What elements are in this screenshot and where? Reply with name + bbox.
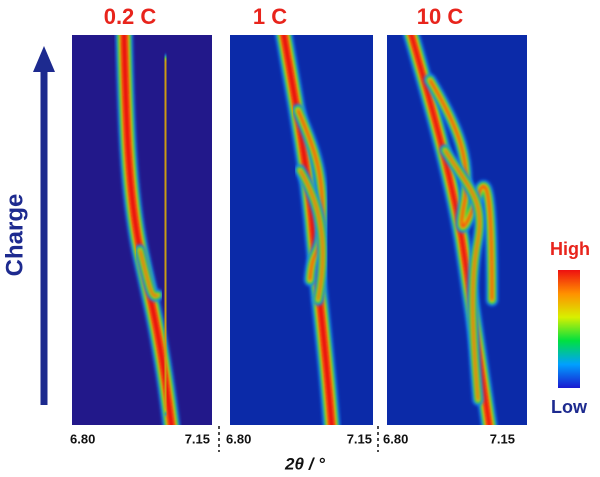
x-tick-label: 7.15 — [347, 431, 372, 446]
x-label: 2θ / ° — [284, 454, 325, 473]
stripe-layer — [429, 79, 493, 301]
intensity-stripe — [275, 35, 341, 425]
intensity-stripe — [294, 164, 329, 306]
x-tick-label: 7.15 — [490, 431, 515, 446]
panel-title: 0.2 C — [104, 4, 157, 29]
charge-arrowhead — [33, 46, 55, 72]
stripe-layer — [444, 149, 481, 401]
stripe-layer — [164, 59, 167, 411]
intensity-stripe — [159, 54, 172, 416]
x-tick-label: 6.80 — [383, 431, 408, 446]
colorbar-low: Low — [551, 397, 588, 417]
y-label: Charge — [1, 194, 28, 277]
intensity-stripe — [134, 244, 164, 302]
stripe-layer — [281, 35, 335, 425]
intensity-stripe — [439, 144, 486, 406]
x-tick-label: 6.80 — [226, 431, 251, 446]
panel-title: 10 C — [417, 4, 464, 29]
heatmaps — [72, 35, 527, 425]
x-tick-label: 6.80 — [70, 431, 95, 446]
intensity-stripe — [424, 74, 498, 306]
colorbar — [558, 270, 580, 388]
stripe-layer — [139, 249, 159, 297]
panel-title: 1 C — [253, 4, 287, 29]
colorbar-high: High — [550, 239, 590, 259]
x-tick-label: 7.15 — [185, 431, 210, 446]
stripe-layer — [299, 169, 324, 301]
